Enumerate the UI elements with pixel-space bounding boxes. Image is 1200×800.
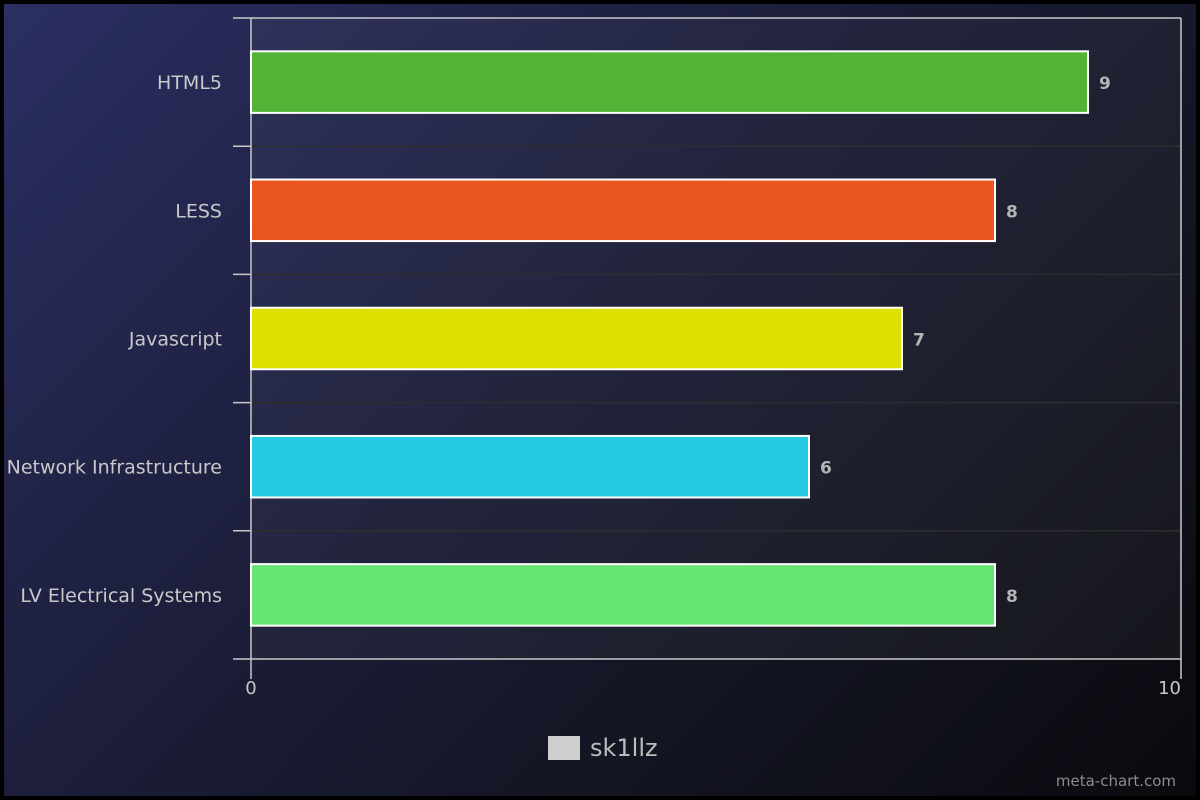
bar [250,434,810,499]
data-label: 8 [1006,587,1018,607]
bar [250,306,903,371]
data-label: 6 [820,459,832,479]
data-label: 8 [1006,202,1018,222]
credit-text: meta-chart.com [1055,772,1176,790]
x-tick-label: 0 [245,678,256,699]
bar [250,178,996,243]
legend-swatch [548,736,580,760]
data-label: 9 [1099,74,1111,94]
category-label: LESS [175,200,222,222]
category-label: LV Electrical Systems [20,585,222,607]
category-label: HTML5 [157,72,222,94]
bar-chart: 0 10 HTML5 9 LESS 8 Javascript 7 Network Infrast… [7,17,1182,699]
category-label: Javascript [128,329,222,351]
bar [250,563,996,627]
category-label: Network Infrastructure [7,457,222,479]
data-label: 7 [913,331,925,351]
legend-label: sk1llz [590,734,658,762]
bar [250,50,1089,114]
legend: sk1llz [548,734,658,762]
x-tick-label: 10 [1158,678,1181,699]
